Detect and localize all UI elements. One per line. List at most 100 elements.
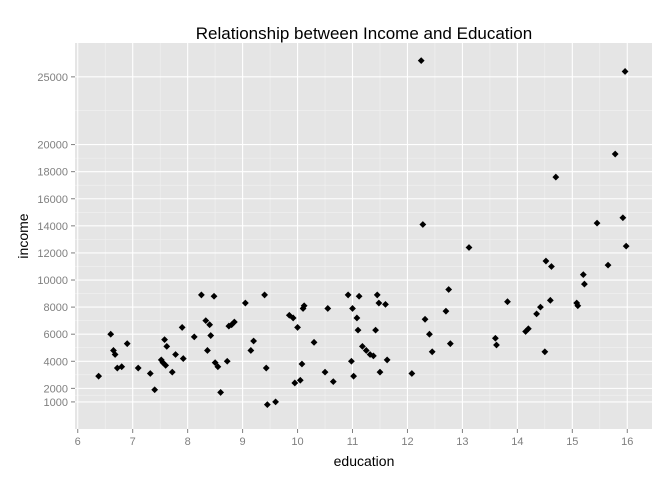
data-point [310, 338, 318, 346]
data-point [230, 318, 238, 326]
x-axis-title: education [334, 453, 395, 469]
data-point [348, 357, 355, 365]
data-point [262, 364, 270, 372]
data-point [217, 389, 225, 396]
x-axis-ticks: 6 7 8 9 10 11 12 13 14 15 16 [75, 429, 633, 448]
y-tick-label: 20000 [37, 140, 68, 152]
data-point [207, 332, 215, 339]
data-point [382, 300, 389, 308]
data-point [95, 372, 103, 380]
data-point [178, 324, 186, 331]
data-point [344, 291, 352, 299]
y-tick-label: 8000 [44, 302, 68, 314]
data-point [202, 317, 210, 325]
data-point [272, 398, 279, 406]
y-tick-label: 12000 [37, 248, 68, 260]
data-point [110, 347, 117, 354]
x-tick-label: 12 [401, 436, 413, 448]
data-point [493, 341, 500, 349]
data-point [593, 219, 601, 227]
x-tick-label: 15 [566, 436, 578, 448]
data-point [408, 370, 416, 377]
data-point [417, 57, 425, 65]
y-tick-label: 2000 [44, 383, 68, 395]
data-point [446, 340, 454, 348]
data-point [355, 292, 363, 300]
y-tick-label: 4000 [44, 356, 68, 368]
data-point [546, 296, 554, 304]
data-point [151, 386, 159, 394]
data-point [210, 292, 218, 300]
chart-title: Relationship between Income and Educatio… [196, 24, 532, 43]
data-point [146, 370, 154, 377]
data-point [383, 356, 391, 364]
x-tick-label: 10 [291, 436, 303, 448]
data-point [419, 221, 427, 228]
data-point [373, 291, 381, 299]
data-point [204, 347, 211, 354]
data-point [113, 364, 121, 372]
data-point [574, 302, 582, 310]
x-tick-label: 13 [456, 436, 468, 448]
data-point [197, 291, 205, 299]
data-point [359, 342, 366, 350]
data-point [172, 351, 179, 358]
y-tick-label: 18000 [37, 167, 68, 179]
data-point [354, 326, 362, 334]
data-point [321, 368, 329, 376]
y-tick-label: 1000 [44, 397, 68, 409]
data-point [118, 363, 126, 371]
data-point [426, 330, 433, 338]
data-point [247, 347, 255, 354]
data-point [579, 271, 587, 278]
data-point [445, 286, 453, 293]
data-point [163, 342, 171, 350]
data-point [465, 244, 473, 251]
data-point [206, 321, 214, 329]
data-point [428, 348, 436, 356]
x-tick-label: 8 [185, 436, 191, 448]
data-point [324, 305, 332, 312]
x-tick-label: 9 [240, 436, 246, 448]
data-point [491, 334, 499, 342]
data-point [581, 280, 588, 288]
y-tick-label: 10000 [37, 275, 68, 287]
data-point [349, 305, 356, 312]
data-point [622, 242, 630, 250]
data-point [263, 401, 271, 409]
data-point [214, 363, 222, 371]
data-point [621, 68, 629, 75]
x-tick-label: 7 [130, 436, 136, 448]
data-point [241, 299, 249, 307]
data-point [552, 173, 560, 181]
y-axis-ticks: 1000 2000 4000 6000 8000 10000 12000 14000 16000… [37, 72, 75, 409]
data-point [369, 352, 377, 360]
data-point [329, 378, 337, 385]
data-point [299, 305, 307, 312]
data-point [179, 355, 187, 362]
data-point [161, 336, 168, 344]
data-point [350, 372, 358, 380]
data-point [619, 214, 627, 222]
data-point [291, 379, 299, 387]
data-point [611, 150, 619, 158]
data-point [111, 351, 119, 358]
data-point [573, 299, 581, 307]
x-tick-label: 11 [347, 436, 358, 448]
x-tick-label: 6 [75, 436, 81, 448]
data-point [296, 376, 304, 384]
data-points [95, 57, 630, 409]
y-tick-label: 14000 [37, 221, 68, 233]
data-point [223, 357, 231, 365]
data-point [289, 314, 297, 322]
data-point [107, 330, 115, 338]
y-tick-label: 25000 [37, 72, 68, 84]
y-axis-title: income [15, 213, 31, 258]
data-point [548, 263, 555, 270]
data-point [504, 298, 511, 306]
data-point [298, 360, 306, 368]
plot-panel [75, 43, 652, 429]
data-point [228, 321, 236, 329]
data-point [524, 325, 532, 333]
